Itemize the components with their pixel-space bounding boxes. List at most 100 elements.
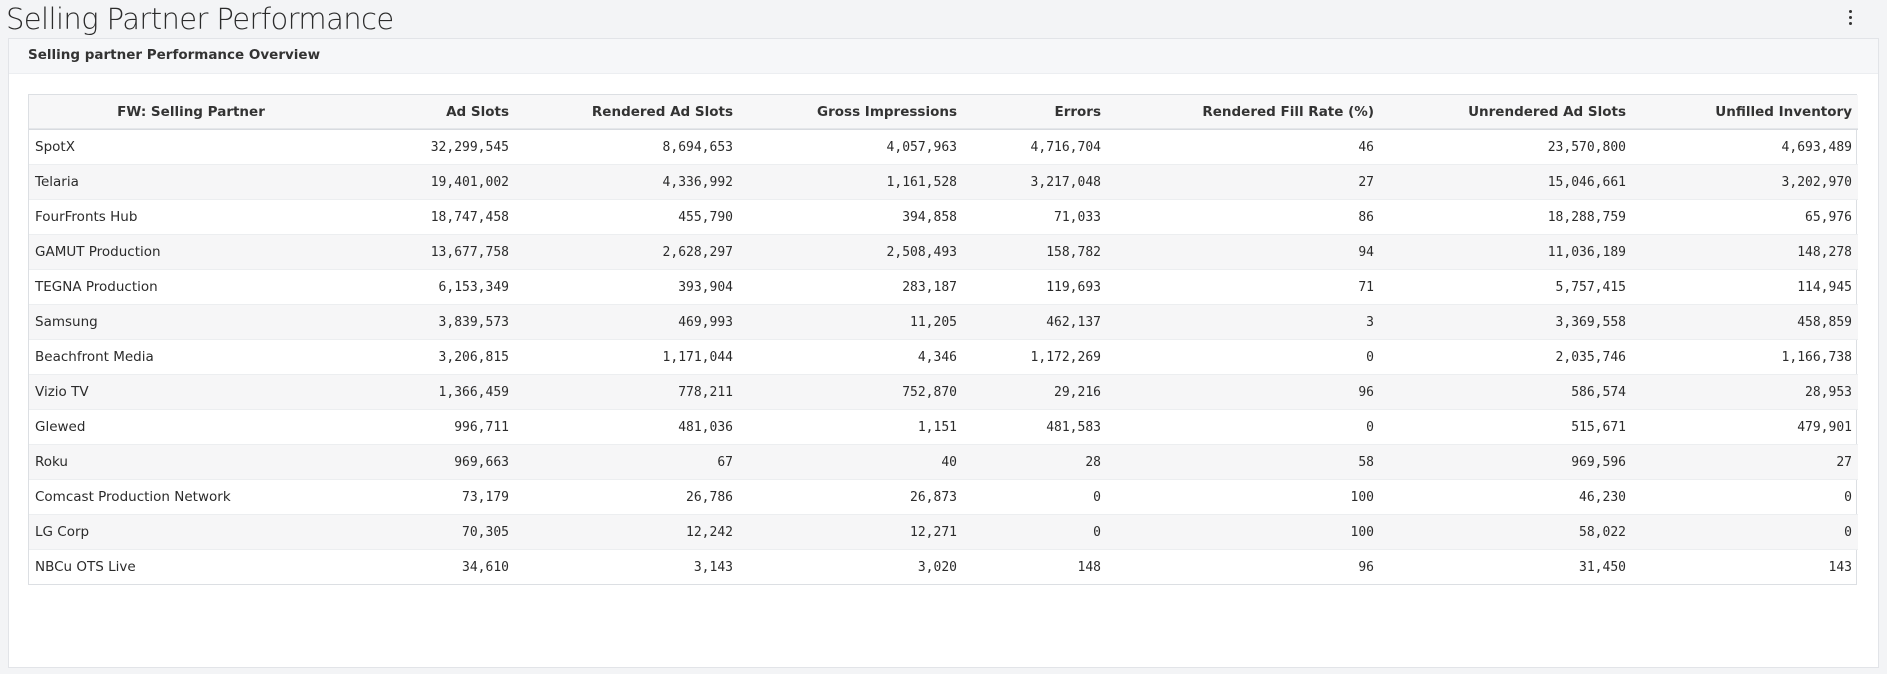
cell-errors: 4,716,704 [963,129,1107,165]
cell-unfilled-inventory: 458,859 [1632,304,1858,340]
cell-unrendered-ad-slots: 15,046,661 [1380,164,1632,200]
cell-rendered-fill-rate: 27 [1107,164,1380,200]
cell-ad-slots: 13,677,758 [353,234,515,270]
cell-ad-slots: 6,153,349 [353,269,515,305]
cell-rendered-ad-slots: 12,242 [515,514,739,550]
cell-errors: 29,216 [963,374,1107,410]
cell-unfilled-inventory: 0 [1632,479,1858,515]
cell-errors: 3,217,048 [963,164,1107,200]
cell-gross-impressions: 283,187 [739,269,963,305]
cell-gross-impressions: 4,346 [739,339,963,375]
table-row[interactable]: Samsung 3,839,573 469,993 11,205 462,137 3 3,3… [29,304,1858,340]
cell-selling-partner: FourFronts Hub [29,199,353,235]
cell-rendered-ad-slots: 26,786 [515,479,739,515]
cell-gross-impressions: 3,020 [917,559,957,575]
table-row[interactable]: FourFronts Hub 18,747,458 455,790 394,858 71… [29,199,1858,235]
cell-unfilled-inventory: 0 [1632,514,1858,550]
table-row[interactable]: Roku 969,663 67 40 28 58 969,596 27 [29,444,1858,480]
table-row[interactable]: NBCu OTS Live 34,610 3,143 3,020 148 96 31,450… [29,550,1858,585]
cell-selling-partner: Vizio TV [29,374,353,410]
cell-rendered-fill-rate: 0 [1107,409,1380,445]
cell-rendered-fill-rate: 0 [1107,339,1380,375]
cell-rendered-fill-rate: 86 [1107,199,1380,235]
cell-rendered-fill-rate: 71 [1107,269,1380,305]
cell-unfilled-inventory: 1,166,738 [1632,339,1858,375]
dot [1848,22,1852,25]
table-row[interactable]: LG Corp 70,305 12,242 12,271 0 100 58,022 0 [29,514,1858,550]
cell-unrendered-ad-slots: 23,570,800 [1380,129,1632,165]
cell-ad-slots: 1,366,459 [353,374,515,410]
cell-selling-partner: Samsung [29,304,353,340]
cell-selling-partner: GAMUT Production [29,234,353,270]
cell-gross-impressions: 40 [739,444,963,480]
column-header-errors[interactable]: Errors [963,95,1107,130]
cell-ad-slots: 3,206,815 [353,339,515,375]
cell-unfilled-inventory: 143 [1828,559,1852,575]
cell-rendered-fill-rate: 94 [1107,234,1380,270]
cell-errors: 0 [963,514,1107,550]
table-row[interactable]: Comcast Production Network 73,179 26,786 26… [29,479,1858,515]
cell-rendered-ad-slots: 67 [515,444,739,480]
table-row[interactable]: GAMUT Production 13,677,758 2,628,297 2,508… [29,234,1858,270]
cell-gross-impressions: 2,508,493 [739,234,963,270]
cell-unfilled-inventory: 114,945 [1632,269,1858,305]
cell-rendered-fill-rate: 58 [1107,444,1380,480]
panel-title: Selling partner Performance Overview [28,47,321,63]
cell-rendered-ad-slots: 2,628,297 [515,234,739,270]
cell-selling-partner: NBCu OTS Live [35,559,136,575]
cell-ad-slots: 19,401,002 [353,164,515,200]
cell-rendered-fill-rate: 100 [1107,514,1380,550]
cell-ad-slots: 73,179 [353,479,515,515]
cell-unfilled-inventory: 3,202,970 [1632,164,1858,200]
column-header-gross-impressions[interactable]: Gross Impressions [739,95,963,130]
table-row[interactable]: SpotX 32,299,545 8,694,653 4,057,963 4,716,7… [29,129,1858,165]
performance-panel: Selling partner Performance Overview FW:… [8,38,1879,668]
column-header-rendered-ad-slots[interactable]: Rendered Ad Slots [515,95,739,130]
panel-header: Selling partner Performance Overview [9,39,1878,74]
column-header-selling-partner[interactable]: FW: Selling Partner [29,95,353,130]
cell-unrendered-ad-slots: 11,036,189 [1380,234,1632,270]
cell-unrendered-ad-slots: 515,671 [1380,409,1632,445]
cell-unrendered-ad-slots: 3,369,558 [1380,304,1632,340]
table-row[interactable]: Beachfront Media 3,206,815 1,171,044 4,346 1… [29,339,1858,375]
cell-ad-slots: 70,305 [353,514,515,550]
cell-unfilled-inventory: 479,901 [1632,409,1858,445]
cell-unrendered-ad-slots: 31,450 [1579,559,1626,575]
column-header-rendered-fill-rate[interactable]: Rendered Fill Rate (%) [1107,95,1380,130]
cell-unrendered-ad-slots: 58,022 [1380,514,1632,550]
cell-unfilled-inventory: 65,976 [1632,199,1858,235]
cell-errors: 158,782 [963,234,1107,270]
cell-ad-slots: 32,299,545 [353,129,515,165]
cell-rendered-ad-slots: 778,211 [515,374,739,410]
table-row[interactable]: Telaria 19,401,002 4,336,992 1,161,528 3,217… [29,164,1858,200]
cell-unfilled-inventory: 4,693,489 [1632,129,1858,165]
cell-unrendered-ad-slots: 46,230 [1380,479,1632,515]
cell-unfilled-inventory: 27 [1632,444,1858,480]
cell-rendered-ad-slots: 393,904 [515,269,739,305]
cell-unfilled-inventory: 148,278 [1632,234,1858,270]
cell-unfilled-inventory: 28,953 [1632,374,1858,410]
column-header-ad-slots[interactable]: Ad Slots [353,95,515,130]
cell-errors: 462,137 [963,304,1107,340]
cell-errors: 119,693 [963,269,1107,305]
cell-ad-slots: 18,747,458 [353,199,515,235]
page-menu-icon[interactable] [1843,10,1857,25]
performance-table: FW: Selling Partner Ad Slots Rendered Ad… [29,95,1858,584]
cell-rendered-ad-slots: 4,336,992 [515,164,739,200]
table-row[interactable]: Vizio TV 1,366,459 778,211 752,870 29,216 96 5… [29,374,1858,410]
dot [1848,10,1852,13]
table-row[interactable]: TEGNA Production 6,153,349 393,904 283,187 1… [29,269,1858,305]
page-header: Selling Partner Performance [0,0,1887,38]
cell-ad-slots: 969,663 [353,444,515,480]
cell-rendered-ad-slots: 8,694,653 [515,129,739,165]
table-row[interactable]: Glewed 996,711 481,036 1,151 481,583 0 515,671… [29,409,1858,445]
cell-unrendered-ad-slots: 2,035,746 [1380,339,1632,375]
column-header-unfilled-inventory[interactable]: Unfilled Inventory [1632,95,1858,130]
cell-selling-partner: Glewed [29,409,353,445]
cell-selling-partner: Roku [29,444,353,480]
column-header-unrendered-ad-slots[interactable]: Unrendered Ad Slots [1380,95,1632,130]
cell-errors: 148 [1077,559,1101,575]
cell-rendered-ad-slots: 469,993 [515,304,739,340]
cell-selling-partner: Beachfront Media [29,339,353,375]
cell-gross-impressions: 394,858 [739,199,963,235]
